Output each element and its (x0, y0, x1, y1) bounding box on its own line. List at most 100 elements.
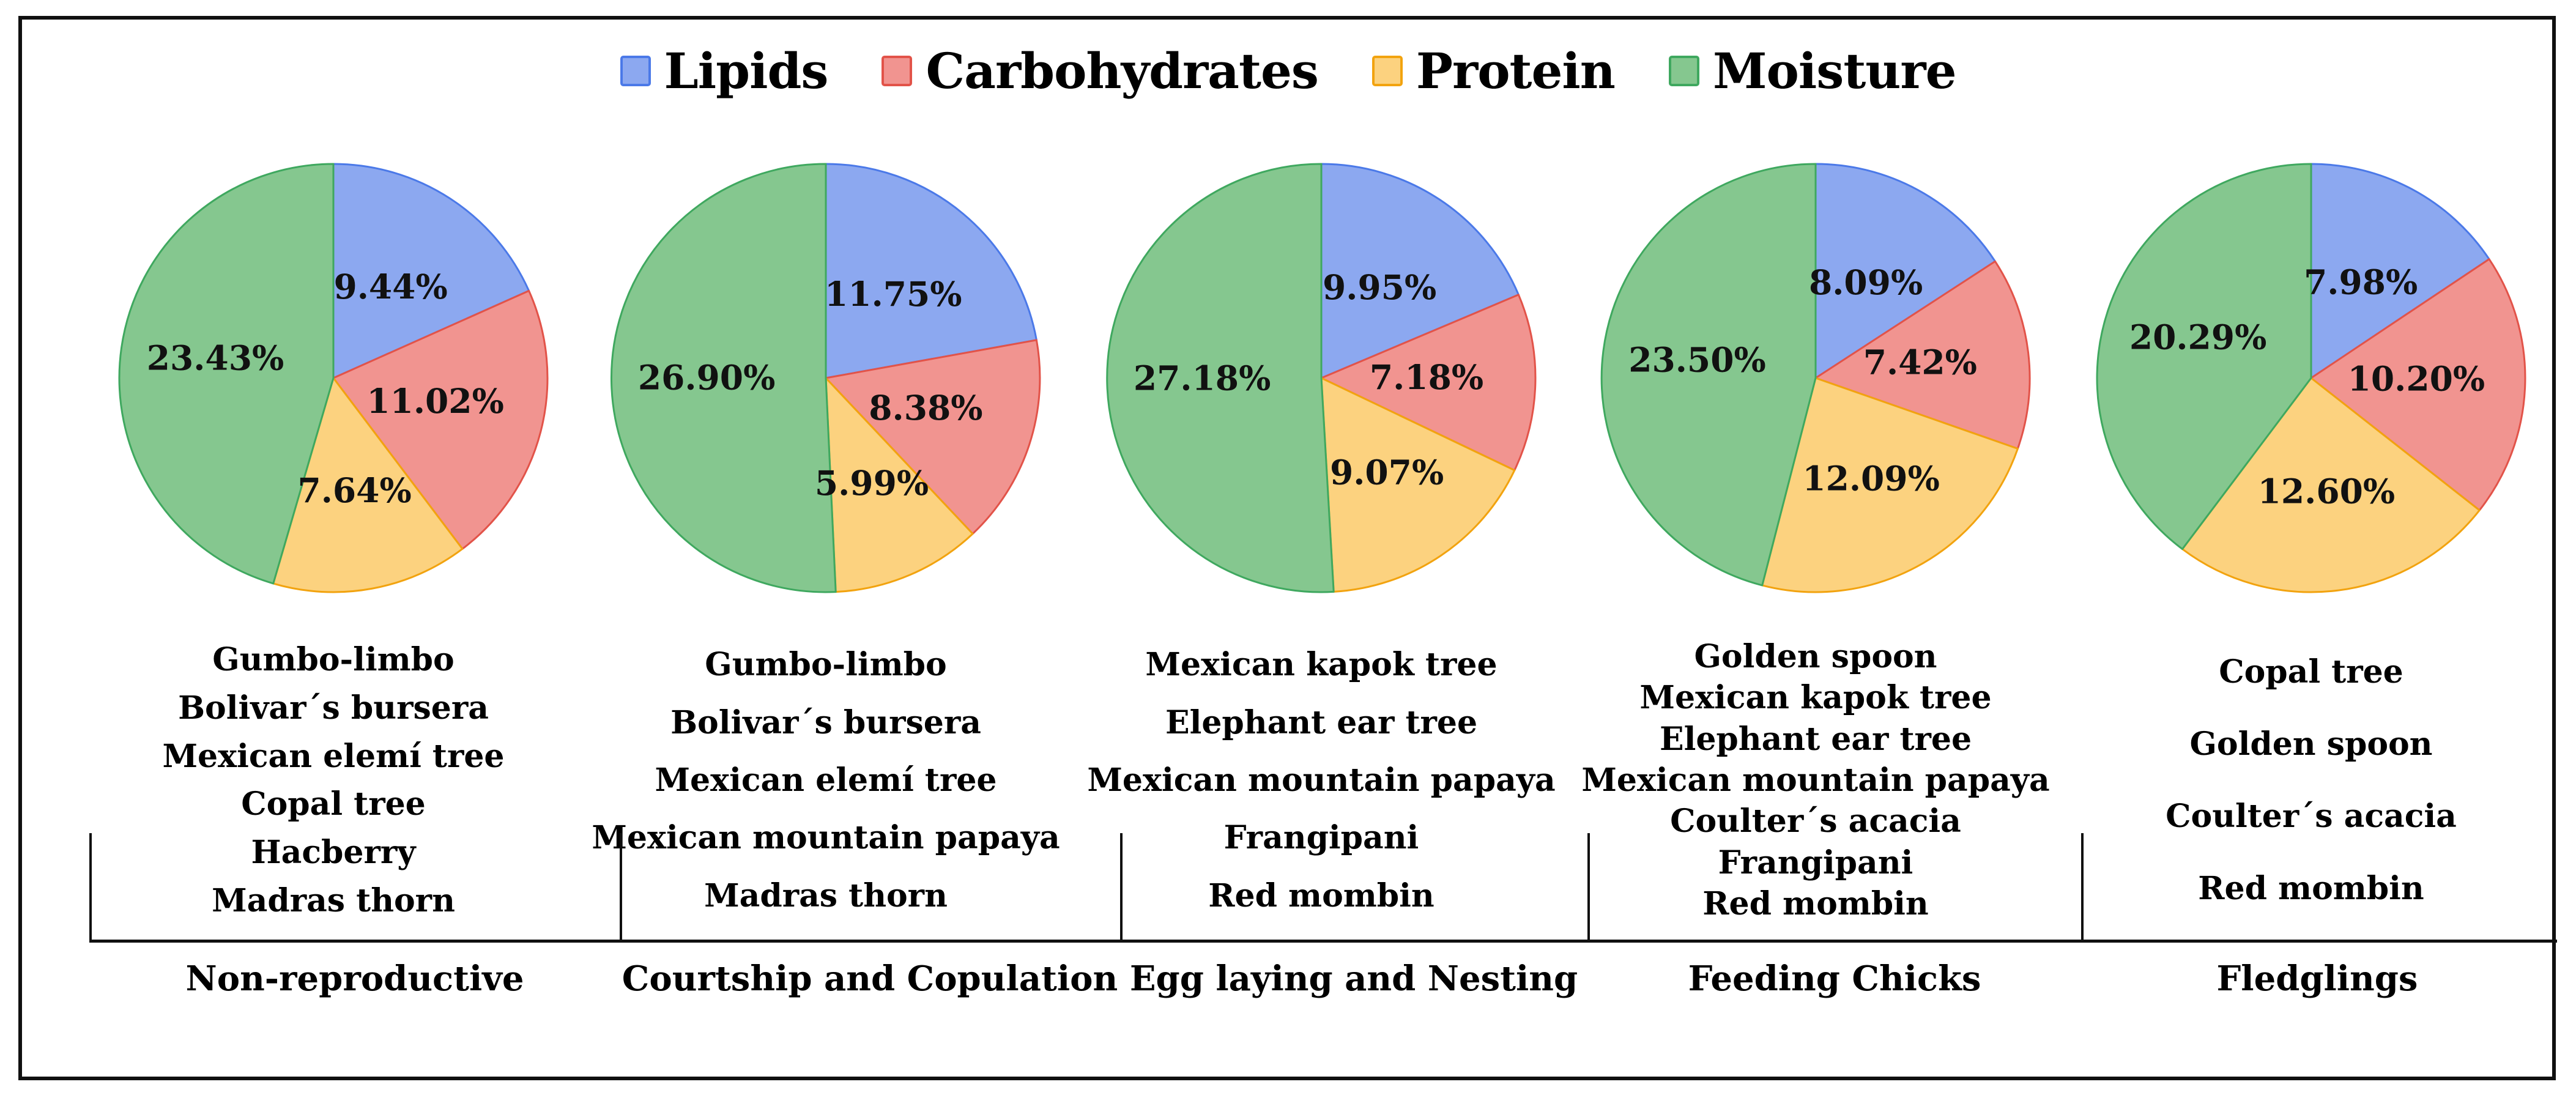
pie-slice-lipids (1320, 163, 1520, 379)
tree-list-item: Coulter´s acacia (2166, 798, 2457, 835)
pie-slice-moisture (1106, 163, 1335, 593)
pie-slice-carbohydrates (1320, 294, 1537, 472)
slice-value-label: 7.18% (1370, 357, 1483, 397)
bracket-tick (620, 833, 622, 943)
tree-list-item: Frangipani (1223, 819, 1419, 857)
stage-label-2: Courtship and Copulation (622, 959, 1118, 999)
pie-slice-lipids (1814, 163, 1996, 379)
bracket-tick (2081, 833, 2084, 943)
tree-list-4: Golden spoon Mexican kapok tree Elephant e… (1546, 636, 2085, 925)
slice-value-label: 26.90% (638, 358, 776, 398)
tree-list-item: Bolivar´s bursera (670, 703, 981, 741)
slice-value-label: 8.38% (869, 388, 982, 428)
tree-list-item: Hacberry (251, 833, 416, 871)
slice-value-label: 23.50% (1628, 340, 1766, 380)
slice-value-label: 10.20% (2348, 359, 2485, 399)
legend-label: Moisture (1712, 42, 1957, 100)
slice-value-label: 23.43% (147, 338, 284, 377)
protein-swatch-icon (1372, 56, 1403, 86)
pie-slice-carbohydrates (2310, 258, 2526, 511)
tree-list-item: Copal tree (241, 785, 426, 823)
stage-label-1: Non-reproductive (185, 959, 524, 999)
legend-item-protein: Protein (1372, 42, 1616, 100)
pie-slice-carbohydrates (825, 339, 1041, 535)
tree-list-item: Golden spoon (2189, 725, 2433, 763)
tree-list-item: Golden spoon (1694, 637, 1937, 675)
tree-list-item: Mexican mountain papaya (1087, 761, 1556, 799)
tree-list-5: Copal tree Golden spoon Coulter´s acacia Re… (2042, 636, 2576, 925)
stage-label-5: Fledglings (2216, 959, 2418, 999)
tree-list-item: Madras thorn (212, 881, 455, 919)
carbohydrates-swatch-icon (882, 56, 913, 86)
tree-list-item: Mexican kapok tree (1145, 646, 1498, 684)
moisture-swatch-icon (1668, 56, 1699, 86)
tree-list-1: Gumbo-limbo Bolivar´s bursera Mexican elem… (64, 636, 603, 925)
pie-slice-protein (2181, 377, 2481, 593)
legend-item-lipids: Lipids (620, 46, 828, 95)
tree-list-item: Coulter´s acacia (1670, 803, 1961, 840)
pie-slice-protein (1761, 377, 2019, 593)
legend-label: Protein (1416, 42, 1616, 100)
pie-chart-5: 7.98% 10.20% 12.60% 20.29% (2096, 163, 2526, 593)
bracket-tick (1587, 833, 1590, 943)
slice-value-label: 12.09% (1802, 458, 1940, 498)
pie-slice-moisture (2096, 163, 2312, 551)
tree-list-item: Mexican elemí tree (162, 737, 505, 775)
legend-label: Carbohydrates (926, 42, 1318, 100)
slice-value-label: 9.95% (1323, 267, 1436, 307)
tree-list-item: Mexican kapok tree (1639, 679, 1992, 717)
legend-label: Lipids (664, 42, 829, 100)
slice-value-label: 9.44% (333, 267, 447, 306)
slice-value-label: 9.07% (1330, 453, 1444, 492)
tree-list-item: Elephant ear tree (1659, 720, 1972, 758)
pie-slice-lipids (825, 163, 1037, 379)
slice-value-label: 11.75% (825, 274, 962, 314)
slice-value-label: 7.42% (1863, 343, 1977, 382)
tree-list-item: Copal tree (2219, 653, 2403, 691)
pie-slice-moisture (611, 163, 837, 593)
pie-slice-protein (1320, 377, 1516, 593)
pie-slice-moisture (118, 163, 335, 585)
slice-value-label: 11.02% (366, 381, 504, 421)
slice-value-label: 7.98% (2304, 262, 2418, 302)
legend: Lipids Carbohydrates Protein Moisture (0, 35, 2576, 106)
pie-chart-3: 9.95% 7.18% 9.07% 27.18% (1106, 163, 1537, 593)
pie-slice-lipids (2310, 163, 2490, 379)
stage-label-4: Feeding Chicks (1688, 959, 1981, 999)
tree-list-item: Bolivar´s bursera (178, 689, 489, 727)
pie-slice-lipids (332, 163, 530, 379)
tree-list-item: Elephant ear tree (1165, 703, 1478, 741)
slice-value-label: 27.18% (1134, 358, 1271, 398)
legend-item-moisture: Moisture (1668, 42, 1957, 100)
tree-list-item: Madras thorn (704, 877, 948, 914)
pie-chart-4: 8.09% 7.42% 12.09% 23.50% (1600, 163, 2031, 593)
bracket-tick (2553, 833, 2556, 943)
tree-list-item: Gumbo-limbo (212, 641, 455, 679)
tree-list-3: Mexican kapok tree Elephant ear tree Mexic… (1052, 636, 1591, 925)
tree-list-item: Gumbo-limbo (705, 646, 947, 684)
slice-value-label: 5.99% (815, 463, 929, 503)
tree-list-item: Red mombin (2198, 870, 2424, 907)
bracket-tick (89, 833, 92, 943)
tree-list-item: Mexican mountain papaya (1581, 761, 2050, 799)
bracket-tick (1120, 833, 1123, 943)
slice-value-label: 12.60% (2258, 472, 2396, 511)
pie-slice-carbohydrates (1814, 260, 2031, 450)
pie-chart-2: 11.75% 8.38% 5.99% 26.90% (611, 163, 1041, 593)
tree-list-item: Mexican elemí tree (655, 761, 997, 799)
slice-value-label: 7.64% (297, 470, 411, 510)
pie-slice-protein (825, 377, 974, 593)
pie-slice-carbohydrates (332, 289, 549, 550)
lipids-swatch-icon (620, 56, 651, 86)
pie-slice-moisture (1600, 163, 1817, 587)
pie-chart-1: 9.44% 11.02% 7.64% 23.43% (118, 163, 549, 593)
tree-list-item: Frangipani (1718, 844, 1913, 881)
bracket-line (89, 940, 2557, 943)
legend-item-carbohydrates: Carbohydrates (882, 42, 1319, 100)
stage-label-3: Egg laying and Nesting (1129, 959, 1578, 999)
tree-list-item: Red mombin (1208, 877, 1435, 914)
tree-list-item: Red mombin (1702, 885, 1929, 923)
pie-slice-protein (272, 377, 464, 593)
tree-list-2: Gumbo-limbo Bolivar´s bursera Mexican elem… (557, 636, 1095, 925)
